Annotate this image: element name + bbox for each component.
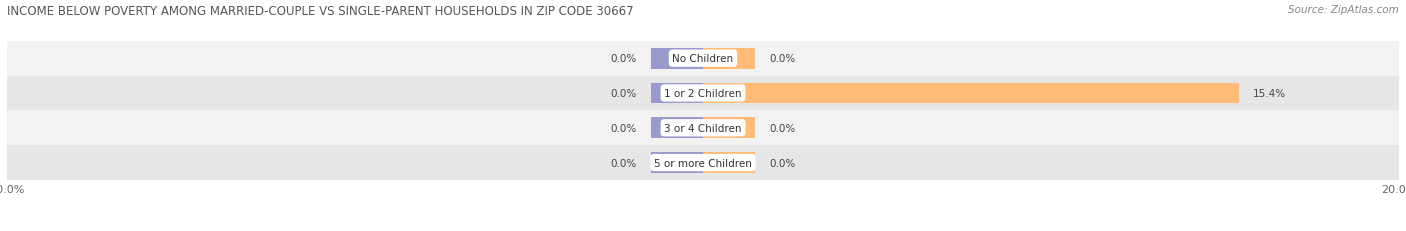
Text: INCOME BELOW POVERTY AMONG MARRIED-COUPLE VS SINGLE-PARENT HOUSEHOLDS IN ZIP COD: INCOME BELOW POVERTY AMONG MARRIED-COUPL… — [7, 5, 634, 18]
Text: 3 or 4 Children: 3 or 4 Children — [664, 123, 742, 133]
Text: 0.0%: 0.0% — [769, 123, 796, 133]
Text: Source: ZipAtlas.com: Source: ZipAtlas.com — [1288, 5, 1399, 15]
Text: 0.0%: 0.0% — [769, 158, 796, 168]
Text: 0.0%: 0.0% — [610, 88, 637, 99]
Bar — [7, 42, 1399, 76]
Text: 0.0%: 0.0% — [769, 54, 796, 64]
Text: 0.0%: 0.0% — [610, 54, 637, 64]
Bar — [651, 152, 703, 173]
Text: 5 or more Children: 5 or more Children — [654, 158, 752, 168]
Bar — [703, 152, 755, 173]
Text: 0.0%: 0.0% — [610, 158, 637, 168]
Bar — [7, 76, 1399, 111]
Bar — [703, 83, 1239, 104]
Bar — [7, 111, 1399, 146]
Text: 1 or 2 Children: 1 or 2 Children — [664, 88, 742, 99]
Bar — [703, 118, 755, 139]
Bar — [651, 83, 703, 104]
Bar — [7, 146, 1399, 180]
Text: 15.4%: 15.4% — [1253, 88, 1286, 99]
Bar — [703, 49, 755, 69]
Text: 0.0%: 0.0% — [610, 123, 637, 133]
Bar — [651, 118, 703, 139]
Text: No Children: No Children — [672, 54, 734, 64]
Bar — [651, 49, 703, 69]
